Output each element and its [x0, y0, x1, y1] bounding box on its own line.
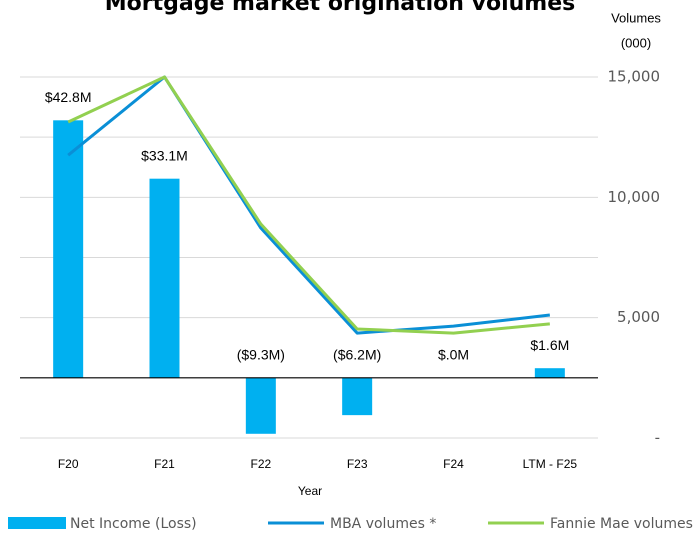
bar: [149, 178, 180, 378]
x-tick-label: F23: [347, 457, 368, 471]
legend-label: Net Income (Loss): [70, 516, 197, 532]
y2-axis-title: Volumes: [611, 10, 661, 25]
line: [67, 75, 550, 335]
data-label: ($9.3M): [237, 347, 285, 363]
chart-title: Mortgage market origination volumes: [105, 0, 575, 16]
y2-tick-label: 15,000: [608, 68, 661, 86]
y2-tick-label: -: [655, 429, 660, 447]
y2-tick-label: 10,000: [608, 188, 661, 206]
x-tick-label: F24: [443, 457, 464, 471]
x-axis-title: Year: [298, 484, 322, 498]
line: [67, 75, 551, 335]
bar: [342, 377, 373, 416]
legend-label: Fannie Mae volumes **: [550, 516, 694, 532]
x-tick-label: F22: [250, 457, 271, 471]
legend-label: MBA volumes *: [330, 516, 436, 532]
x-tick-label: F20: [58, 457, 79, 471]
y2-tick-label: 5,000: [617, 308, 660, 326]
y2-axis-title: (000): [621, 35, 651, 50]
data-label: $1.6M: [530, 337, 569, 353]
data-label: $.0M: [438, 347, 469, 363]
x-tick-label: F21: [154, 457, 175, 471]
x-tick-label: LTM - F25: [523, 457, 578, 471]
data-label: $42.8M: [45, 89, 92, 105]
bar: [53, 120, 84, 378]
bar: [245, 377, 276, 434]
data-label: ($6.2M): [333, 347, 381, 363]
legend-swatch: [8, 517, 66, 529]
bar: [534, 368, 565, 378]
data-label: $33.1M: [141, 147, 188, 163]
